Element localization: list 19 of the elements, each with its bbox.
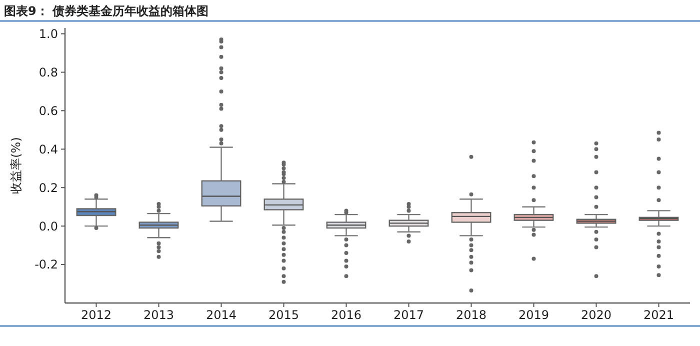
x-tick-label: 2012 [80, 308, 112, 322]
y-tick-label: 0.0 [38, 219, 58, 234]
x-tick-label: 2020 [580, 308, 612, 322]
x-tick-label: 2014 [206, 308, 237, 322]
y-tick-label: 0.8 [38, 65, 58, 80]
x-tick-label: 2017 [393, 308, 424, 322]
y-tick-label: 1.0 [38, 26, 58, 41]
chart-title: 图表9： 债券类基金历年收益的箱体图 [4, 4, 209, 18]
y-tick-label: 0.6 [38, 104, 58, 118]
y-axis-title: 收益率(%) [9, 137, 23, 194]
x-tick-label: 2018 [456, 308, 487, 322]
y-tick-label: -0.2 [34, 258, 58, 272]
y-tick-label: 0.2 [38, 180, 58, 195]
y-tick-label: 0.4 [38, 142, 58, 156]
x-tick-label: 2016 [330, 308, 362, 322]
x-tick-label: 2021 [643, 308, 674, 322]
x-tick-label: 2019 [518, 308, 550, 322]
x-tick-label: 2015 [268, 308, 300, 322]
x-tick-label: 2013 [143, 308, 174, 322]
